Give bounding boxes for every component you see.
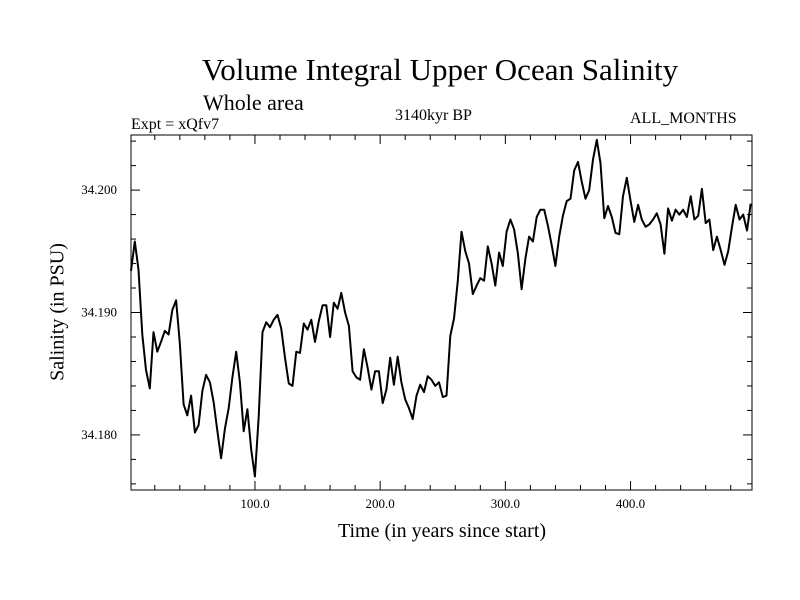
x-tick-label: 300.0 bbox=[491, 496, 520, 511]
axis-ticks bbox=[131, 135, 752, 490]
salinity-series-line bbox=[130, 138, 752, 478]
x-tick-label: 200.0 bbox=[366, 496, 395, 511]
y-tick-label: 34.190 bbox=[81, 305, 117, 320]
axis-tick-labels: 100.0 200.0 300.0 400.0 34.180 34.190 34.200 bbox=[81, 182, 645, 511]
x-tick-label: 400.0 bbox=[616, 496, 645, 511]
x-axis-label: Time (in years since start) bbox=[337, 520, 547, 542]
x-tick-label: 100.0 bbox=[240, 496, 269, 511]
experiment-label: Expt = xQfv7 bbox=[131, 116, 220, 133]
chart-subtitle: Whole area bbox=[203, 90, 304, 115]
chart-title: Volume Integral Upper Ocean Salinity bbox=[201, 52, 679, 87]
y-tick-label: 34.200 bbox=[81, 182, 117, 197]
y-tick-label: 34.180 bbox=[81, 427, 117, 442]
months-label: ALL_MONTHS bbox=[630, 110, 737, 127]
period-label: 3140kyr BP bbox=[395, 107, 472, 124]
